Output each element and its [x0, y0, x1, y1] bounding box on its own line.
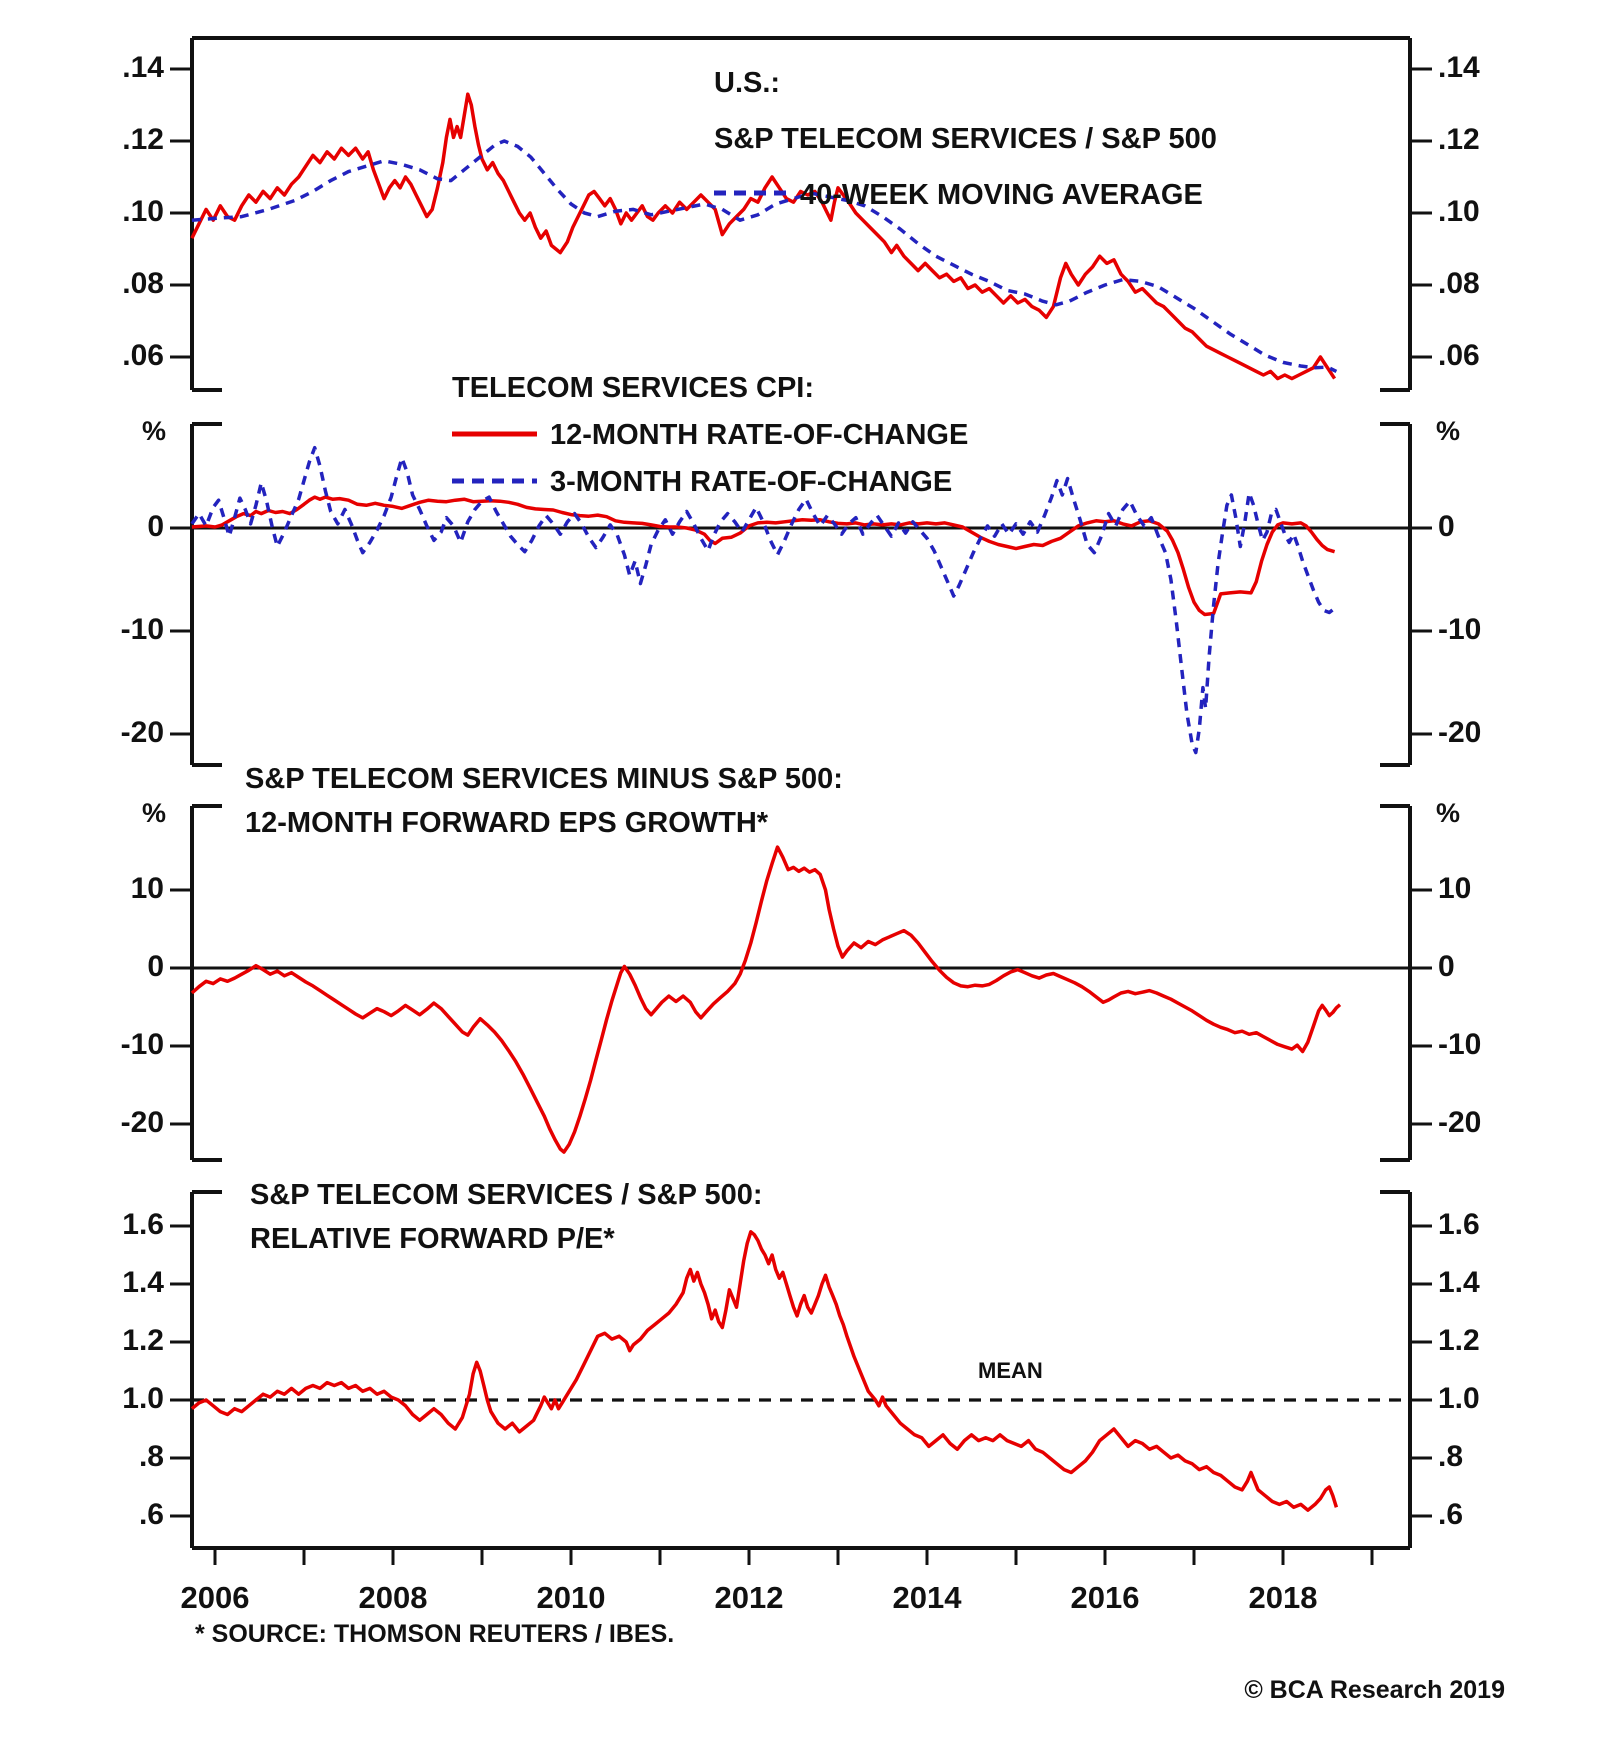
- x-axis-year-label: 2010: [537, 1580, 606, 1615]
- y-tick-label-right: 1.4: [1438, 1266, 1480, 1299]
- y-tick-label-right: 1.6: [1438, 1208, 1480, 1241]
- series-cpi-dashed: [190, 445, 1336, 755]
- y-tick-label-right: .8: [1438, 1440, 1463, 1473]
- y-tick-label-right: .14: [1438, 51, 1480, 84]
- series-pe-line: [190, 1230, 1339, 1512]
- panel3-unit-right: %: [1436, 798, 1460, 828]
- x-axis-year-label: 2006: [181, 1580, 250, 1615]
- y-tick-label-left: 10: [131, 872, 164, 905]
- panel2-unit-right: %: [1436, 416, 1460, 446]
- y-tick-label-right: .08: [1438, 267, 1480, 300]
- y-tick-label-left: 1.2: [122, 1324, 164, 1357]
- footnote-source: * SOURCE: THOMSON REUTERS / IBES.: [195, 1620, 674, 1648]
- x-axis-year-label: 2008: [359, 1580, 428, 1615]
- series-eps-line: [190, 845, 1342, 1154]
- y-tick-label-left: 0: [147, 950, 164, 983]
- panel2-legend-12m-label: 12-MONTH RATE-OF-CHANGE: [550, 419, 968, 451]
- panel2-legend-title: TELECOM SERVICES CPI:: [452, 372, 814, 404]
- y-tick-label-right: 0: [1438, 950, 1455, 983]
- panel2-legend-3m-label: 3-MONTH RATE-OF-CHANGE: [550, 466, 952, 498]
- y-tick-label-right: .12: [1438, 123, 1480, 156]
- y-tick-label-right: .6: [1438, 1498, 1463, 1531]
- series-ratio-line: [190, 92, 1337, 381]
- y-tick-label-left: 1.4: [122, 1266, 164, 1299]
- panel1-title-country: U.S.:: [714, 67, 780, 99]
- y-tick-label-right: .10: [1438, 195, 1480, 228]
- y-tick-label-right: 0: [1438, 510, 1455, 543]
- y-tick-label-left: .14: [122, 51, 164, 84]
- y-tick-label-left: 0: [147, 510, 164, 543]
- x-axis-year-label: 2016: [1071, 1580, 1140, 1615]
- y-tick-label-right: 1.0: [1438, 1382, 1480, 1415]
- y-tick-label-left: .8: [139, 1440, 164, 1473]
- panel3-unit-left: %: [142, 798, 166, 828]
- y-tick-label-left: .6: [139, 1498, 164, 1531]
- y-tick-label-left: .12: [122, 123, 164, 156]
- mean-line-label: MEAN: [978, 1358, 1043, 1383]
- y-tick-label-left: -20: [121, 1106, 164, 1139]
- y-tick-label-left: .10: [122, 195, 164, 228]
- y-tick-label-left: -10: [121, 1028, 164, 1061]
- x-axis-year-label: 2018: [1249, 1580, 1318, 1615]
- y-tick-label-right: -20: [1438, 1106, 1481, 1139]
- panel3-title-line2: 12-MONTH FORWARD EPS GROWTH*: [245, 807, 769, 839]
- y-tick-label-right: -10: [1438, 613, 1481, 646]
- y-tick-label-left: 1.6: [122, 1208, 164, 1241]
- panel3-title-line1: S&P TELECOM SERVICES MINUS S&P 500:: [245, 763, 843, 795]
- y-tick-label-left: 1.0: [122, 1382, 164, 1415]
- y-tick-label-right: 1.2: [1438, 1324, 1480, 1357]
- panel4-title-line2: RELATIVE FORWARD P/E*: [250, 1223, 615, 1255]
- y-tick-label-left: .06: [122, 339, 164, 372]
- generated-chart-layers: .14 .14 .12 .12 .10 .10 .08 .08 .06 .06 0 0 -10 -10 -2…: [121, 36, 1481, 1615]
- y-tick-label-left: .08: [122, 267, 164, 300]
- y-tick-label-right: 10: [1438, 872, 1471, 905]
- copyright: © BCA Research 2019: [1244, 1676, 1505, 1704]
- y-tick-label-left: -20: [121, 716, 164, 749]
- series-cpi-line: [191, 495, 1336, 617]
- series-ratio-dashed: [191, 139, 1338, 373]
- panel2-unit-left: %: [142, 416, 166, 446]
- x-axis-year-label: 2012: [715, 1580, 784, 1615]
- y-tick-label-right: -20: [1438, 716, 1481, 749]
- panel1-title-series: S&P TELECOM SERVICES / S&P 500: [714, 123, 1217, 155]
- panel1-legend-ma-label: 40-WEEK MOVING AVERAGE: [800, 179, 1203, 211]
- panel4-title-line1: S&P TELECOM SERVICES / S&P 500:: [250, 1179, 763, 1211]
- x-axis-year-label: 2014: [893, 1580, 963, 1615]
- y-tick-label-left: -10: [121, 613, 164, 646]
- y-tick-label-right: -10: [1438, 1028, 1481, 1061]
- y-tick-label-right: .06: [1438, 339, 1480, 372]
